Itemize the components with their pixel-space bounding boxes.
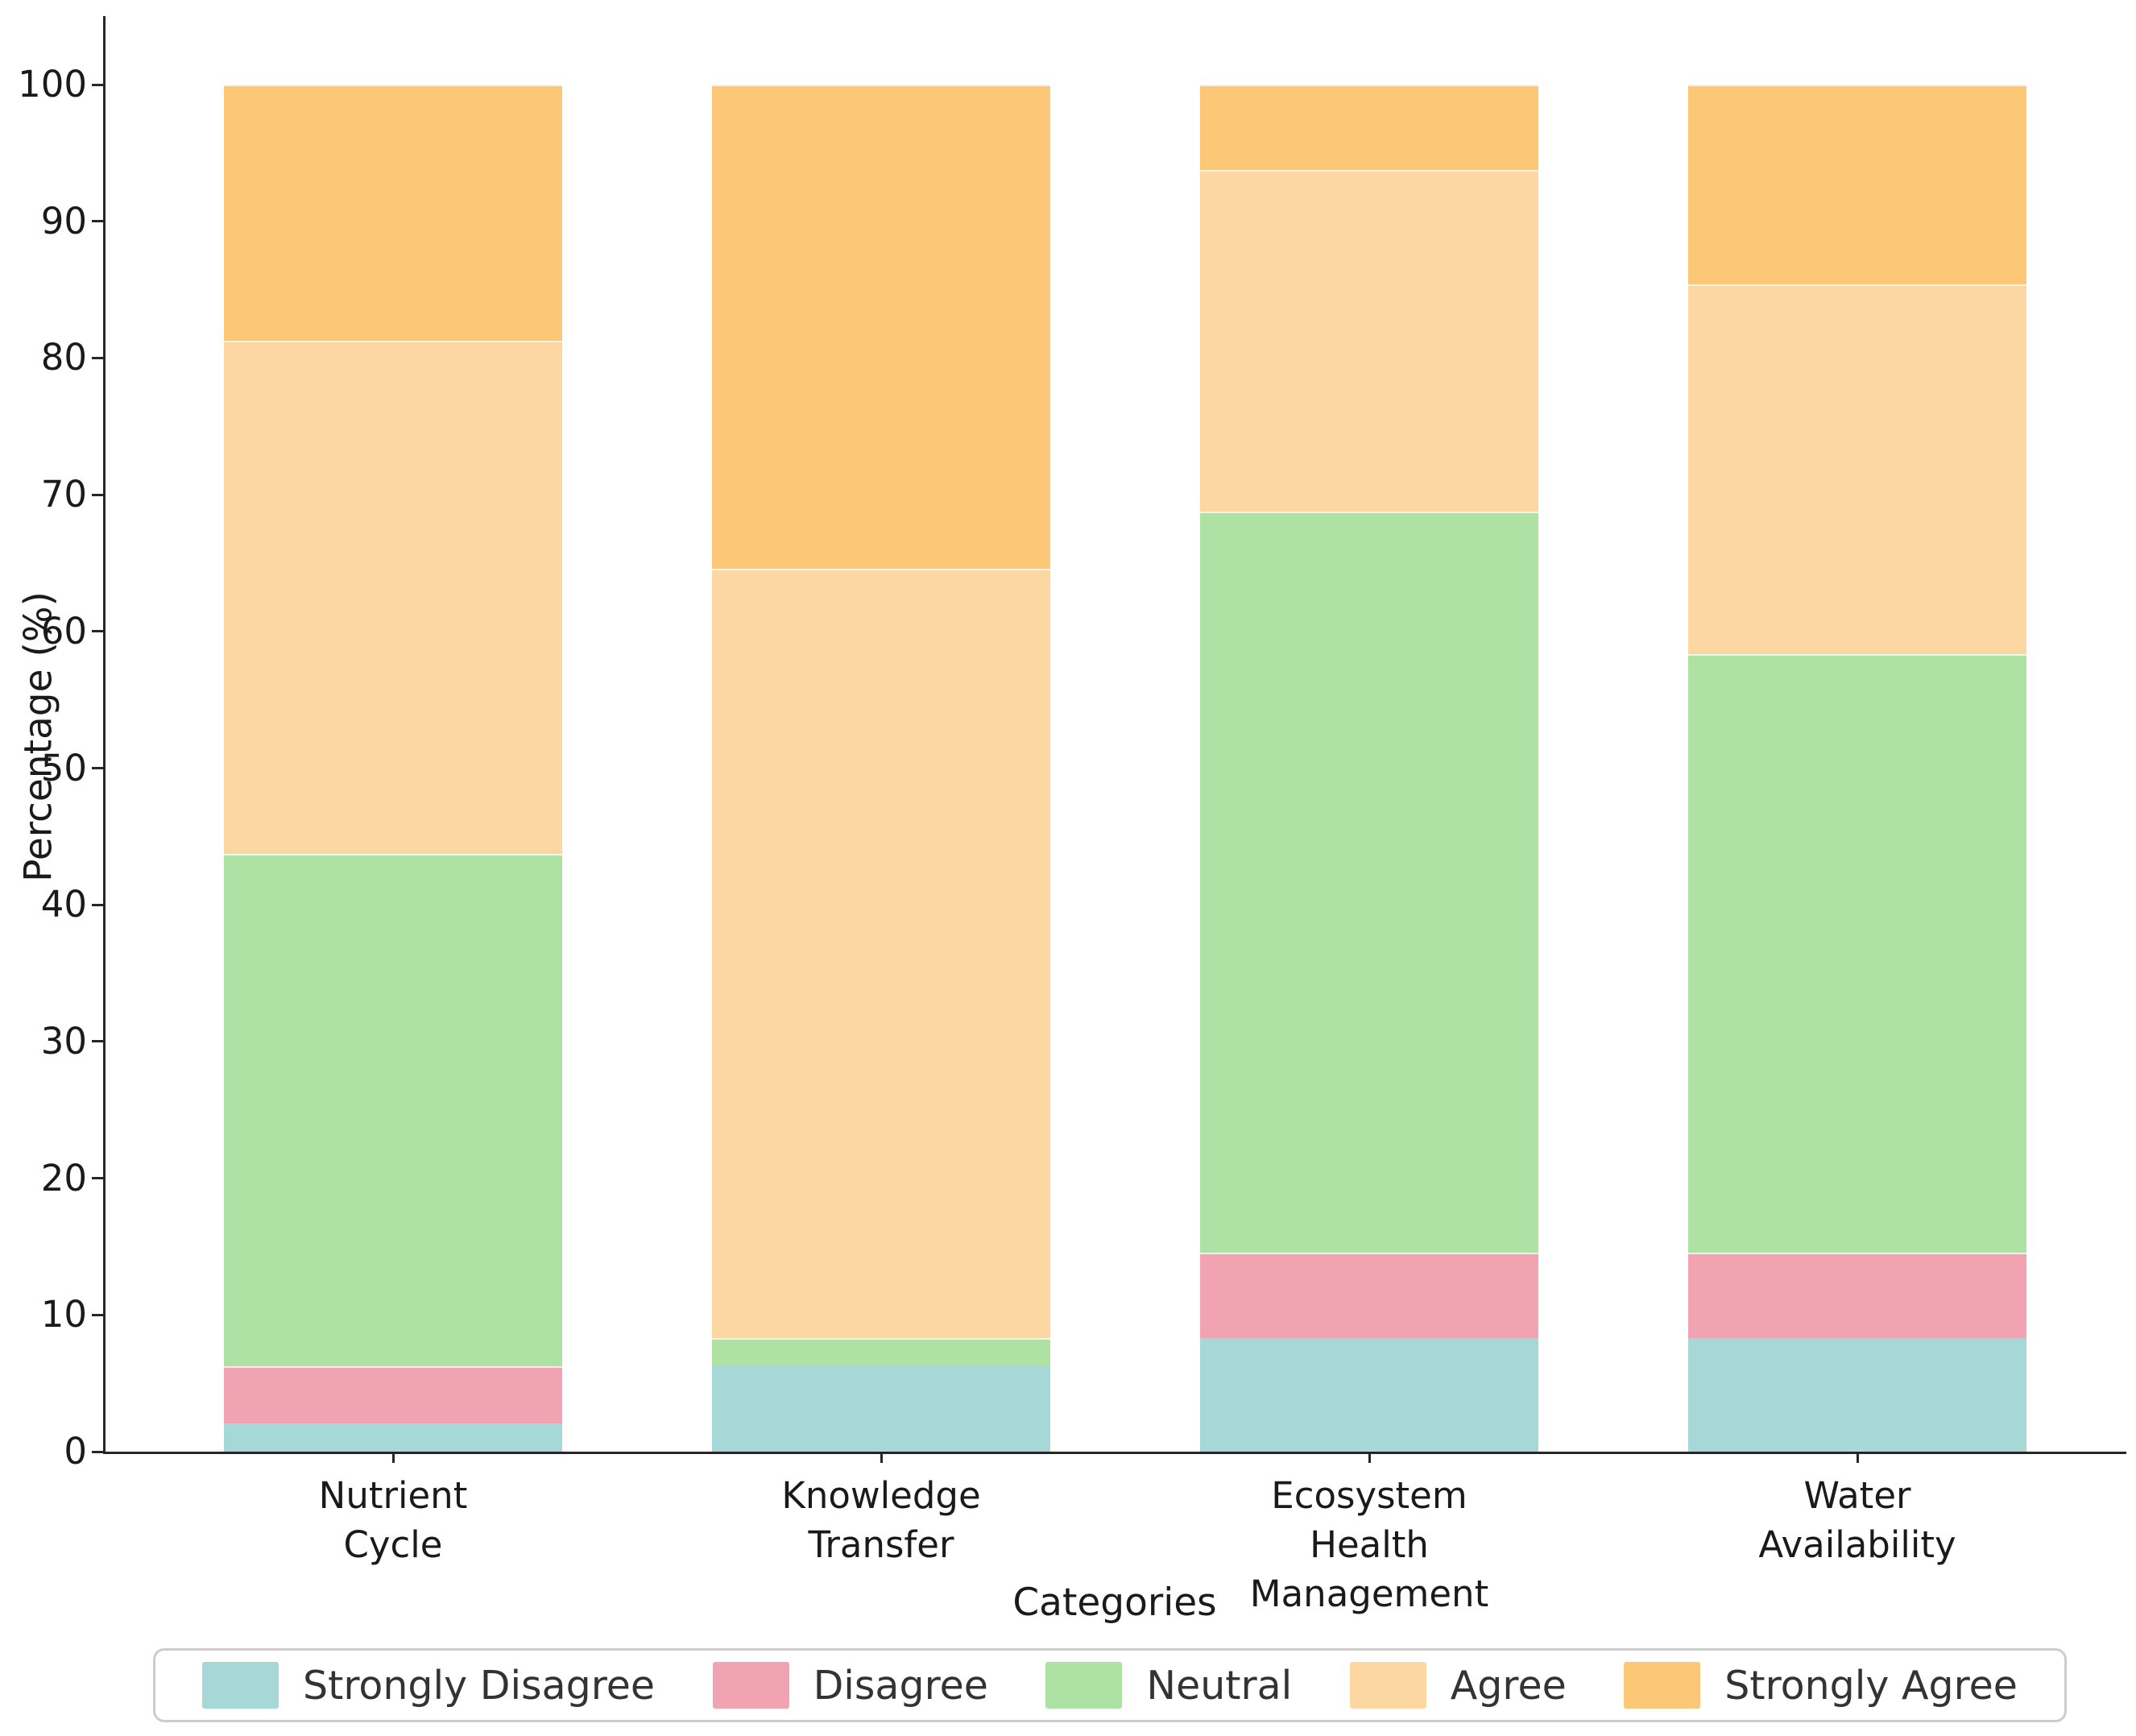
legend-label: Agree bbox=[1450, 1662, 1567, 1709]
legend-item-strongly-disagree: Strongly Disagree bbox=[202, 1662, 655, 1709]
segment-neutral bbox=[1200, 512, 1538, 1253]
y-tick-label: 40 bbox=[40, 883, 87, 926]
x-axis-label: Categories bbox=[1012, 1581, 1217, 1625]
x-tick-label-line: Cycle bbox=[343, 1523, 443, 1566]
x-tick-label-line: Availability bbox=[1758, 1523, 1956, 1566]
segment-strongly-agree bbox=[224, 85, 562, 342]
segment-strongly-disagree bbox=[224, 1423, 562, 1452]
legend: Strongly Disagree Disagree Neutral Agree Str… bbox=[153, 1648, 2067, 1722]
y-tick-label: 60 bbox=[40, 609, 87, 653]
x-tick-label-nutrient-cycle: Nutrient Cycle bbox=[151, 1471, 635, 1569]
bar-nutrient-cycle bbox=[224, 85, 562, 1452]
y-tick-label: 50 bbox=[40, 746, 87, 789]
legend-item-neutral: Neutral bbox=[1045, 1662, 1292, 1709]
segment-disagree bbox=[224, 1365, 562, 1423]
y-tick-label: 30 bbox=[40, 1019, 87, 1063]
segment-agree bbox=[1200, 170, 1538, 512]
legend-swatch-icon bbox=[1624, 1662, 1701, 1709]
segment-agree bbox=[712, 569, 1050, 1338]
x-tick-label-line: Nutrient bbox=[318, 1474, 468, 1517]
y-axis-label: Percentage (%) bbox=[16, 591, 61, 882]
x-tick-mark bbox=[1856, 1452, 1859, 1463]
legend-swatch-icon bbox=[1349, 1662, 1426, 1709]
x-tick-label-line: Health bbox=[1310, 1523, 1429, 1566]
y-tick-mark bbox=[92, 220, 103, 223]
bar-knowledge-transfer bbox=[712, 85, 1050, 1452]
y-tick-label: 0 bbox=[64, 1430, 87, 1473]
segment-disagree bbox=[1688, 1252, 2026, 1338]
y-tick-mark bbox=[92, 83, 103, 86]
x-tick-mark bbox=[1368, 1452, 1371, 1463]
segment-strongly-disagree bbox=[1200, 1337, 1538, 1452]
y-tick-mark bbox=[92, 767, 103, 769]
y-tick-label: 80 bbox=[40, 336, 87, 379]
y-tick-mark bbox=[92, 1313, 103, 1316]
x-tick-label-ecosystem-health-management: Ecosystem Health Management bbox=[1128, 1471, 1611, 1618]
y-tick-mark bbox=[92, 1450, 103, 1453]
x-tick-mark bbox=[391, 1452, 395, 1463]
y-tick-mark bbox=[92, 356, 103, 359]
legend-swatch-icon bbox=[712, 1662, 789, 1709]
x-tick-label-line: Water bbox=[1803, 1474, 1911, 1517]
segment-agree bbox=[224, 341, 562, 854]
legend-item-disagree: Disagree bbox=[712, 1662, 988, 1709]
y-tick-mark bbox=[92, 903, 103, 906]
legend-label: Neutral bbox=[1146, 1662, 1293, 1709]
y-tick-label: 90 bbox=[40, 199, 87, 242]
bar-ecosystem-health-management bbox=[1200, 85, 1538, 1452]
y-tick-mark bbox=[92, 1040, 103, 1043]
y-tick-label: 70 bbox=[40, 473, 87, 516]
y-tick-label: 100 bbox=[18, 63, 87, 106]
legend-item-agree: Agree bbox=[1349, 1662, 1567, 1709]
y-tick-mark bbox=[92, 493, 103, 496]
segment-agree bbox=[1688, 284, 2026, 655]
y-tick-mark bbox=[92, 1177, 103, 1180]
y-tick-mark bbox=[92, 630, 103, 633]
x-tick-label-knowledge-transfer: Knowledge Transfer bbox=[640, 1471, 1123, 1569]
segment-strongly-disagree bbox=[712, 1365, 1050, 1452]
segment-neutral bbox=[1688, 654, 2026, 1253]
segment-strongly-agree bbox=[1200, 85, 1538, 171]
legend-label: Disagree bbox=[813, 1662, 988, 1709]
y-axis-spine bbox=[103, 16, 106, 1454]
legend-swatch-icon bbox=[202, 1662, 279, 1709]
x-tick-label-water-availability: Water Availability bbox=[1616, 1471, 2099, 1569]
segment-strongly-agree bbox=[712, 85, 1050, 570]
segment-strongly-disagree bbox=[1688, 1337, 2026, 1452]
y-tick-label: 10 bbox=[40, 1293, 87, 1336]
x-axis-spine bbox=[103, 1452, 2126, 1454]
legend-label: Strongly Disagree bbox=[303, 1662, 656, 1709]
x-tick-label-line: Transfer bbox=[808, 1523, 954, 1566]
x-tick-label-line: Ecosystem bbox=[1271, 1474, 1467, 1517]
legend-item-strongly-agree: Strongly Agree bbox=[1624, 1662, 2018, 1709]
x-tick-label-line: Knowledge bbox=[781, 1474, 981, 1517]
y-tick-label: 20 bbox=[40, 1156, 87, 1199]
segment-disagree bbox=[1200, 1252, 1538, 1338]
segment-strongly-agree bbox=[1688, 85, 2026, 284]
segment-neutral bbox=[712, 1337, 1050, 1366]
segment-neutral bbox=[224, 853, 562, 1366]
x-tick-mark bbox=[880, 1452, 883, 1463]
legend-label: Strongly Agree bbox=[1724, 1662, 2018, 1709]
x-tick-label-line: Management bbox=[1249, 1572, 1489, 1615]
bar-water-availability bbox=[1688, 85, 2026, 1452]
legend-swatch-icon bbox=[1045, 1662, 1123, 1709]
